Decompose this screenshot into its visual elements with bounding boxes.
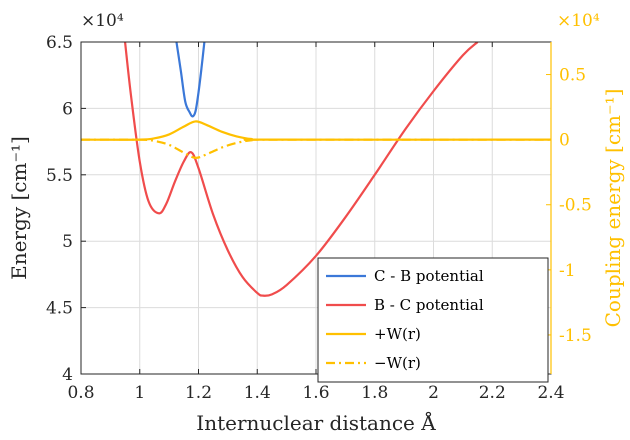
legend-label: +W(r) [374, 325, 421, 343]
legend-label: B - C potential [374, 296, 484, 314]
legend-label: C - B potential [374, 267, 484, 285]
legend-label: −W(r) [374, 354, 421, 372]
legend: C - B potential B - C potential +W(r) −W(r) [317, 257, 549, 383]
x-tick-label: 0.8 [67, 383, 94, 403]
y-right-tick-label: -1 [559, 261, 576, 281]
y-left-tick-label: 5 [62, 232, 73, 252]
x-tick-label: 1.4 [244, 383, 271, 403]
y-axis-left: 4 4.5 5 5.5 6 6.5 [46, 33, 86, 385]
x-axis: 0.8 1 1.2 1.4 1.6 1.8 2 2.2 2.4 [67, 42, 565, 403]
x-axis-title: Internuclear distance Å [196, 410, 436, 435]
x-tick-label: 1 [134, 383, 145, 403]
y-left-tick-label: 6 [62, 99, 73, 119]
x-tick-label: 1.2 [185, 383, 212, 403]
y-right-tick-label: 0 [559, 131, 570, 151]
y-axis-right-title: Coupling energy [cm⁻¹] [601, 89, 625, 328]
x-tick-label: 2.4 [537, 383, 564, 403]
left-axis-multiplier: ×10⁴ [81, 11, 124, 31]
y-left-tick-label: 6.5 [46, 33, 73, 53]
legend-box [317, 257, 549, 383]
y-right-tick-label: 0.5 [559, 66, 586, 86]
grid [80, 41, 552, 375]
y-left-tick-label: 4 [62, 365, 73, 385]
series-layer [81, 42, 551, 297]
y-right-tick-label: -1.5 [559, 326, 592, 346]
series-line-0 [175, 42, 206, 118]
x-tick-label: 1.8 [361, 383, 388, 403]
y-left-tick-label: 5.5 [46, 166, 73, 186]
x-tick-label: 2 [428, 383, 439, 403]
right-axis-multiplier: ×10⁴ [557, 11, 600, 31]
y-right-tick-label: -0.5 [559, 196, 592, 216]
y-axis-left-title: Energy [cm⁻¹] [7, 136, 31, 280]
series-line-1 [123, 42, 479, 297]
x-tick-label: 2.2 [479, 383, 506, 403]
x-tick-label: 1.6 [302, 383, 329, 403]
y-left-tick-label: 4.5 [46, 299, 73, 319]
series-line-3 [81, 138, 551, 159]
y-axis-right: 0.5 0 -0.5 -1 -1.5 [546, 42, 592, 374]
